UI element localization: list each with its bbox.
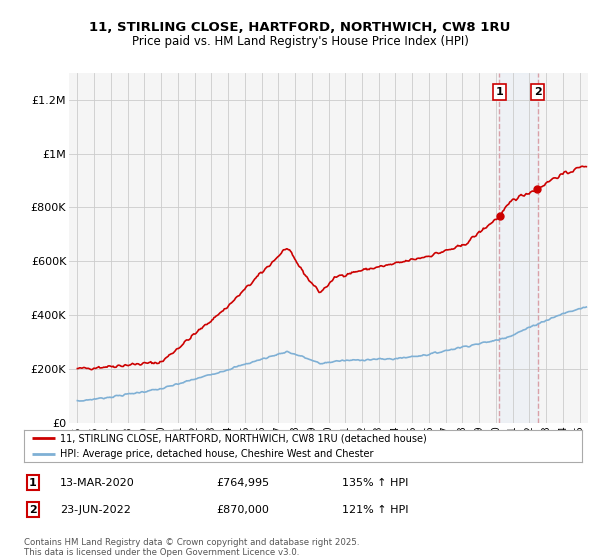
Text: Contains HM Land Registry data © Crown copyright and database right 2025.
This d: Contains HM Land Registry data © Crown c… <box>24 538 359 557</box>
Text: 2: 2 <box>29 505 37 515</box>
Text: £764,995: £764,995 <box>216 478 269 488</box>
Text: 23-JUN-2022: 23-JUN-2022 <box>60 505 131 515</box>
Text: 11, STIRLING CLOSE, HARTFORD, NORTHWICH, CW8 1RU: 11, STIRLING CLOSE, HARTFORD, NORTHWICH,… <box>89 21 511 34</box>
Text: HPI: Average price, detached house, Cheshire West and Chester: HPI: Average price, detached house, Ches… <box>60 449 374 459</box>
Text: 1: 1 <box>496 87 503 97</box>
Text: 13-MAR-2020: 13-MAR-2020 <box>60 478 135 488</box>
Bar <box>499 73 538 423</box>
Text: 1: 1 <box>29 478 37 488</box>
Text: 135% ↑ HPI: 135% ↑ HPI <box>342 478 409 488</box>
Text: 2: 2 <box>534 87 542 97</box>
Text: Price paid vs. HM Land Registry's House Price Index (HPI): Price paid vs. HM Land Registry's House … <box>131 35 469 48</box>
Text: £870,000: £870,000 <box>216 505 269 515</box>
Text: 121% ↑ HPI: 121% ↑ HPI <box>342 505 409 515</box>
Text: 11, STIRLING CLOSE, HARTFORD, NORTHWICH, CW8 1RU (detached house): 11, STIRLING CLOSE, HARTFORD, NORTHWICH,… <box>60 433 427 444</box>
